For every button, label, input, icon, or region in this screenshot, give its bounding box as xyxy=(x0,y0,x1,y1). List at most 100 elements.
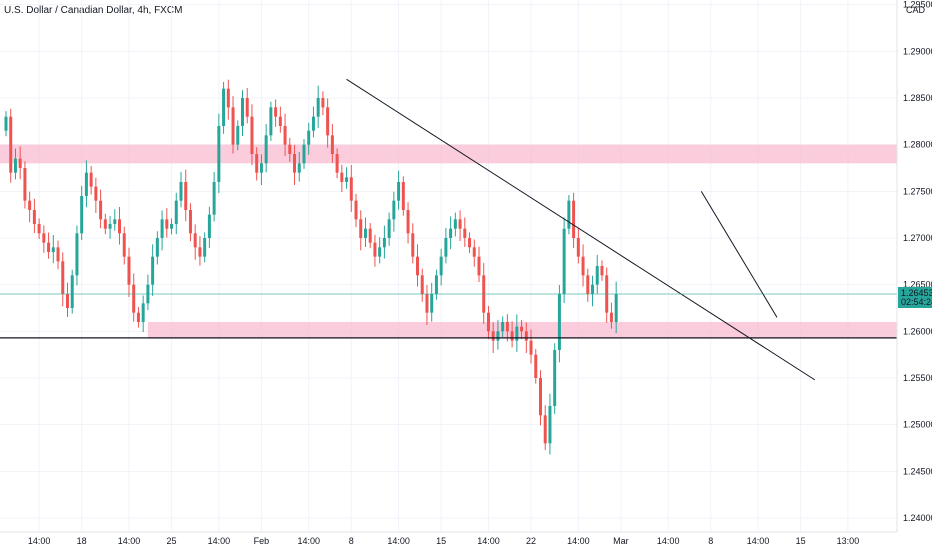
candle-body xyxy=(127,256,131,285)
candle-body xyxy=(416,256,420,276)
support-resistance-zones[interactable] xyxy=(0,144,905,339)
price-badge-countdown: 02:54:24 xyxy=(901,297,932,307)
price-tick-label: 1.25500 xyxy=(903,373,932,383)
candle-body xyxy=(586,275,590,294)
candle-body xyxy=(108,224,112,229)
candle-body xyxy=(9,116,13,173)
candle-body xyxy=(572,200,576,238)
time-tick-label: 13:00 xyxy=(837,536,860,546)
candle-body xyxy=(61,261,65,294)
candle-body xyxy=(293,154,297,173)
candle-body xyxy=(321,98,325,108)
candle-body xyxy=(170,224,174,229)
time-tick-label: 14:00 xyxy=(747,536,770,546)
candle-body xyxy=(32,210,36,224)
candle-body xyxy=(420,275,424,294)
candle-body xyxy=(387,219,391,238)
candle-body xyxy=(581,256,585,276)
candle-body xyxy=(524,331,528,341)
candle-body xyxy=(548,406,552,444)
candle-body xyxy=(132,284,136,313)
candle-body xyxy=(283,126,287,145)
candle-body xyxy=(75,233,79,276)
candle-body xyxy=(609,312,613,322)
candle-body xyxy=(217,126,221,182)
candle-body xyxy=(207,214,211,238)
price-tick-label: 1.25000 xyxy=(903,420,932,430)
candle-body xyxy=(236,126,240,145)
candle-body xyxy=(255,154,259,173)
time-tick-label: 14:00 xyxy=(118,536,141,546)
candle-body xyxy=(42,233,46,243)
candle-body xyxy=(382,238,386,248)
price-tick-label: 1.27000 xyxy=(903,233,932,243)
time-tick-label: 14:00 xyxy=(28,536,51,546)
price-badge xyxy=(898,287,932,308)
candle-body xyxy=(274,107,278,117)
candle-body xyxy=(430,294,434,313)
candle-body xyxy=(37,224,41,234)
candle-body xyxy=(501,322,505,332)
candle-body xyxy=(538,378,542,416)
candle-body xyxy=(18,158,22,168)
candle-body xyxy=(47,242,51,252)
candle-body xyxy=(515,326,519,341)
candle-body xyxy=(510,331,514,341)
candle-body xyxy=(198,247,202,257)
candle-body xyxy=(155,238,159,257)
candle-body xyxy=(193,233,197,248)
candle-body xyxy=(70,275,74,308)
candle-body xyxy=(363,228,367,238)
candle-body xyxy=(368,228,372,243)
grid xyxy=(0,0,897,532)
price-tick-label: 1.28000 xyxy=(903,140,932,150)
candle-body xyxy=(378,247,382,257)
candle-body xyxy=(529,340,533,355)
candle-body xyxy=(259,163,263,173)
candle-body xyxy=(458,219,462,229)
candle-body xyxy=(600,266,604,276)
candle-body xyxy=(449,228,453,238)
candle-body xyxy=(28,200,32,210)
candle-body xyxy=(425,294,429,313)
candle-body xyxy=(397,182,401,201)
candle-body xyxy=(226,88,230,108)
candle-body xyxy=(65,294,69,308)
trend-line xyxy=(346,78,816,381)
candle-body xyxy=(103,219,107,229)
candle-body xyxy=(444,238,448,257)
candle-body xyxy=(250,116,254,154)
candle-body xyxy=(345,177,349,182)
candle-body xyxy=(373,242,377,257)
price-tick-label: 1.24000 xyxy=(903,513,932,523)
candle-body xyxy=(241,98,244,126)
price-zone xyxy=(0,144,905,164)
time-ticks: 14:00 18 14:00 25 14:00 Feb 14:00 8 14:00 15 14:00… xyxy=(28,536,859,546)
candle-body xyxy=(505,322,509,332)
price-axis[interactable] xyxy=(897,0,932,550)
candle-body xyxy=(297,163,301,173)
price-tick-label: 1.24500 xyxy=(903,466,932,476)
time-tick-label: 8 xyxy=(349,536,354,546)
time-tick-label: 18 xyxy=(77,536,87,546)
candle-body xyxy=(472,247,476,257)
price-tick-label: 1.29500 xyxy=(903,0,932,10)
candle-body xyxy=(439,256,443,276)
time-axis[interactable] xyxy=(0,532,932,550)
trend-lines[interactable] xyxy=(0,78,897,381)
candle-body xyxy=(94,186,98,201)
candle-body xyxy=(13,158,17,173)
candle-body xyxy=(567,200,571,229)
candle-body xyxy=(411,233,415,257)
candle-body xyxy=(165,219,169,229)
price-ticks: 1.29500 1.29000 1.28500 1.28000 1.27500 1.270… xyxy=(903,0,932,523)
candlesticks xyxy=(4,79,618,455)
candle-body xyxy=(557,294,561,350)
candle-body xyxy=(113,219,117,224)
candle-body xyxy=(311,116,315,131)
candle-body xyxy=(302,144,306,164)
candle-body xyxy=(406,210,410,234)
candle-body xyxy=(118,219,122,234)
candle-body xyxy=(453,219,457,229)
